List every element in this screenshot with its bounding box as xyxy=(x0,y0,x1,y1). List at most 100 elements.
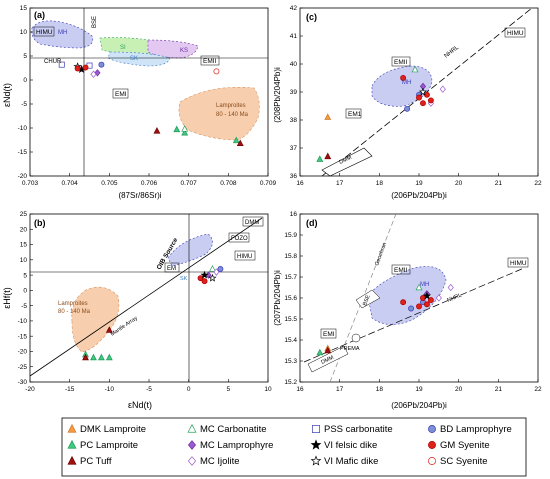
point-pc-lamproite-a xyxy=(173,125,181,133)
field-sk xyxy=(107,51,171,67)
legend-marker-mc-lamprophyre xyxy=(187,440,197,450)
x-tick-label-d: 19 xyxy=(415,386,423,393)
legend-marker-pc-tuff xyxy=(67,455,77,465)
legend-label-dmk-lamproite: DMK Lamproite xyxy=(80,424,146,435)
label-box-emii-d xyxy=(391,264,411,275)
y-tick-label-d: 15.5 xyxy=(284,316,297,323)
marks-c xyxy=(316,65,446,162)
x-tick-label-d: 18 xyxy=(376,386,384,393)
panel-a: 0.703 0.704 0.705 0.706 0.707 0.708 0.709 -20 -1… xyxy=(2,5,277,200)
x-tick-label-c: 22 xyxy=(534,180,542,187)
panel-c: 16 17 18 19 20 21 22 36 37 38 39 40 41 42 (c) EMII MH… xyxy=(273,5,542,200)
label-box-himu-c xyxy=(504,27,526,38)
x-tick-label-d: 21 xyxy=(495,386,503,393)
x-tick-label-c: 19 xyxy=(415,180,423,187)
point-mc-ijolite-a xyxy=(90,70,97,78)
xlabel-c: (206Pb/204Pb)i xyxy=(391,191,447,200)
y-tick-label-d: 15.4 xyxy=(284,337,297,344)
x-tick-label-d: 20 xyxy=(455,386,463,393)
label-chur-a: CHUR xyxy=(44,59,62,65)
y-tick-label-b: 5 xyxy=(23,272,27,279)
label-emii-a: EMII xyxy=(203,58,217,65)
ylabel-b: εHf(t) xyxy=(2,287,12,309)
xlabel-d: (206Pb/204Pb)i xyxy=(391,401,447,410)
legend-label-pss-carbonatite: PSS carbonatite xyxy=(324,424,393,435)
label-himu-c: HIMU xyxy=(507,30,524,37)
point-bd-lamprophyre-a xyxy=(98,61,105,68)
panel-c-label: (c) xyxy=(306,12,317,22)
y-tick-label-d: 15.9 xyxy=(284,232,297,239)
label-box-emi-a xyxy=(112,88,129,99)
point-pc-tuff-b xyxy=(82,353,89,361)
x-tick-label-b: -5 xyxy=(146,386,152,393)
y-tick-label-b: 25 xyxy=(20,211,28,218)
label-bse-d: BSE xyxy=(362,294,372,307)
legend-marker-vi-mafic-dike xyxy=(310,455,322,466)
point-pc-lamproite-a xyxy=(232,136,240,144)
point-pc-lamproite-b xyxy=(90,353,97,361)
x-tick-label-c: 21 xyxy=(495,180,503,187)
point-dmk-lamproite-c xyxy=(324,113,332,120)
legend: DMK Lamproite MC Carbonatite PSS carbonati… xyxy=(61,417,527,477)
label-mh-c: MH xyxy=(402,80,411,86)
label-box-himu-a xyxy=(33,26,55,37)
point-mc-carbonatite-c xyxy=(411,65,419,73)
label-box-himu-d xyxy=(507,257,529,268)
dmm-field-c xyxy=(321,147,373,177)
label-emii-d: EMII xyxy=(394,267,408,274)
point-pc-lamproite-b xyxy=(105,353,113,361)
y-tick-label-b: 15 xyxy=(20,242,28,249)
label-geochron: Geochron xyxy=(374,242,388,267)
point-gm-syenite-d xyxy=(400,299,407,306)
x-tick-label-d: 22 xyxy=(534,386,542,393)
label-emii-c: EMII xyxy=(394,59,408,66)
y-tick-label-a: 5 xyxy=(23,53,27,60)
label-box-fozo-b xyxy=(228,232,250,243)
x-tick-label-b: 10 xyxy=(264,386,272,393)
y-tick-label-a: -20 xyxy=(18,173,28,180)
point-gm-syenite-c xyxy=(427,97,434,104)
label-age-a: 80 - 140 Ma xyxy=(216,112,249,118)
point-pss-carbonatite-a xyxy=(58,61,65,68)
y-tick-label-b: -5 xyxy=(21,303,27,310)
y-tick-label-b: -30 xyxy=(18,379,28,386)
ylabel-d: (207Pb/204Pb)i xyxy=(273,270,282,326)
legend-marker-mc-ijolite xyxy=(187,456,197,466)
legend-label-mc-ijolite: MC Ijolite xyxy=(200,456,240,467)
label-fozo-b: FOZO xyxy=(231,236,248,242)
legend-marker-vi-felsic-dike xyxy=(310,439,322,450)
point-gm-syenite-b xyxy=(197,275,204,282)
y-tick-label-a: -5 xyxy=(21,101,27,108)
legend-marker-pss-carbonatite xyxy=(312,425,320,433)
point-bd-lamprophyre-c xyxy=(404,105,411,112)
label-lamproites-b: Lamproites xyxy=(58,301,88,307)
x-tick-label-a: 0.703 xyxy=(22,180,39,187)
y-tick-label-b: -10 xyxy=(18,318,28,325)
xlabel-b: εNd(t) xyxy=(128,400,152,410)
label-em1-c: EM1 xyxy=(348,111,362,118)
point-mc-ijolite-d xyxy=(447,283,454,292)
y-tick-label-a: -15 xyxy=(18,149,28,156)
y-tick-label-b: -20 xyxy=(18,349,28,356)
x-tick-label-b: -20 xyxy=(25,386,35,393)
axes-c: 16 17 18 19 20 21 22 36 37 38 39 40 41 42 xyxy=(290,5,542,187)
legend-label-vi-felsic-dike: VI felsic dike xyxy=(324,440,377,451)
legend-label-pc-lamproite: PC Lamproite xyxy=(80,440,138,451)
point-mc-carbonatite-d xyxy=(415,283,423,291)
y-tick-label-d: 15.8 xyxy=(284,253,297,260)
point-pc-lamproite-a xyxy=(181,128,189,136)
label-box-emii-c xyxy=(391,56,411,67)
y-tick-label-a: 10 xyxy=(20,29,28,36)
label-bse-a: BSE xyxy=(92,16,98,28)
point-gm-syenite-c xyxy=(423,91,430,98)
mantle-array-line xyxy=(29,217,263,377)
point-gm-syenite-c xyxy=(416,94,422,101)
x-tick-label-c: 20 xyxy=(455,180,463,187)
y-tick-label-c: 41 xyxy=(290,33,298,40)
y-tick-label-d: 16 xyxy=(290,211,298,218)
legend-label-mc-carbonatite: MC Carbonatite xyxy=(200,424,267,435)
y-tick-label-c: 37 xyxy=(290,145,298,152)
point-pc-tuff-a xyxy=(153,127,161,134)
field-lamproites-a xyxy=(178,87,260,141)
